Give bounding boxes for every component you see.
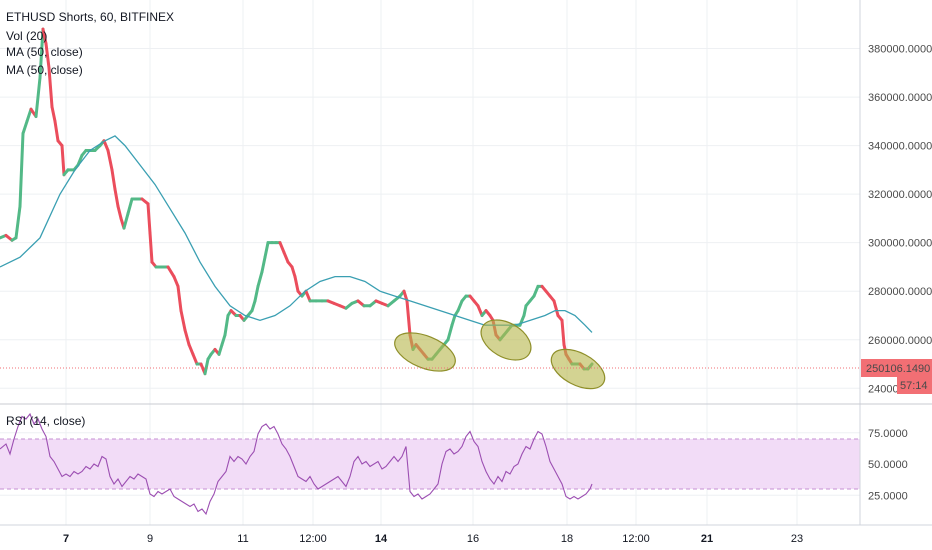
price-segment <box>278 241 286 254</box>
indicator-vol[interactable]: Vol (20) <box>6 29 47 43</box>
price-tick-label: 280000.0000 <box>868 286 932 298</box>
price-segment <box>532 284 540 298</box>
price-tick-label: 340000.0000 <box>868 141 932 153</box>
price-segment <box>456 299 464 313</box>
price-segment <box>60 144 66 177</box>
price-segment <box>76 153 84 167</box>
rsi-title[interactable]: RSI (14, close) <box>6 414 85 428</box>
countdown-label: 57:14 <box>897 377 932 394</box>
price-segment <box>260 255 267 274</box>
annotation-ellipse-2[interactable] <box>474 312 538 368</box>
price-segment <box>41 27 48 46</box>
annotation-ellipse-3[interactable] <box>545 341 611 396</box>
price-segment <box>38 27 45 80</box>
price-segment <box>179 309 187 332</box>
price-tick-label: 300000.0000 <box>868 238 932 250</box>
price-segment <box>146 202 152 235</box>
countdown-text: 57:14 <box>900 380 928 392</box>
time-axis: 7 9 11 12:00 14 16 18 12:00 21 23 <box>63 533 803 545</box>
rsi-tick-label: 50.0000 <box>868 459 908 471</box>
legend: ETHUSD Shorts, 60, BITFINEX Vol (20) MA … <box>6 10 174 77</box>
price-segment <box>50 105 57 123</box>
ma-line <box>0 135 593 333</box>
price-segment <box>110 168 117 191</box>
time-tick-label: 12:00 <box>622 533 650 545</box>
time-tick-label: 21 <box>701 533 713 545</box>
time-tick-label: 23 <box>791 533 803 545</box>
price-segment <box>106 148 114 172</box>
price-segment <box>166 265 176 279</box>
price-segment <box>122 212 130 230</box>
price-segment <box>191 352 199 366</box>
price-segment <box>450 313 457 327</box>
price-segment <box>522 304 528 317</box>
rsi-axis: 75.0000 50.0000 25.0000 <box>868 428 908 503</box>
time-tick-label: 14 <box>375 533 388 545</box>
price-tick-label: 260000.0000 <box>868 335 932 347</box>
price-segment <box>282 250 290 264</box>
price-segment <box>476 304 484 317</box>
price-segment <box>263 241 270 259</box>
time-tick-label: 16 <box>467 533 479 545</box>
price-segment <box>53 119 60 143</box>
price-segment <box>21 119 29 135</box>
rsi-line <box>0 412 593 516</box>
indicator-ma-1[interactable]: MA (50, close) <box>6 45 83 59</box>
price-tick-label: 360000.0000 <box>868 92 932 104</box>
price-segment <box>552 299 560 317</box>
price-segment <box>176 284 183 313</box>
time-tick-label: 7 <box>63 533 69 545</box>
price-segment <box>113 187 120 208</box>
price-segment <box>172 275 180 288</box>
price-segment <box>293 275 300 293</box>
price-segment <box>220 333 227 347</box>
price-segment <box>47 66 54 109</box>
rsi-tick-label: 25.0000 <box>868 490 908 502</box>
last-price-bg <box>861 359 932 377</box>
last-price-text: 250106.1490 <box>866 363 930 375</box>
price-segment <box>18 131 25 208</box>
price-segment <box>250 299 257 313</box>
symbol-title[interactable]: ETHUSD Shorts, 60, BITFINEX <box>6 10 174 24</box>
price-segment <box>44 42 51 70</box>
price-segment <box>14 204 22 240</box>
time-tick-label: 9 <box>147 533 153 545</box>
price-segment <box>290 265 297 279</box>
countdown-bg <box>897 377 932 394</box>
time-tick-label: 11 <box>237 533 248 545</box>
price-segment <box>217 343 224 356</box>
price-segment <box>256 270 264 288</box>
annotation-ellipse-1[interactable] <box>389 325 460 379</box>
time-tick-label: 12:00 <box>299 533 327 545</box>
rsi-band <box>0 439 860 489</box>
price-segment <box>25 107 33 123</box>
price-segment <box>183 328 191 347</box>
annotations <box>389 312 611 396</box>
price-segment <box>148 231 154 264</box>
price-tick-label: 320000.0000 <box>868 189 932 201</box>
price-segment <box>304 289 312 303</box>
rsi-tick-label: 75.0000 <box>868 428 908 440</box>
price-segment <box>405 299 412 337</box>
indicator-ma-2[interactable]: MA (50, close) <box>6 63 83 77</box>
price-segment <box>187 343 195 356</box>
price-segment <box>446 323 454 342</box>
price-segment <box>253 284 260 303</box>
price-segment <box>116 204 123 220</box>
price-segment <box>560 318 566 347</box>
price-tick-label: 380000.0000 <box>868 44 932 56</box>
price-segment <box>102 139 110 152</box>
last-price-label: 250106.1490 <box>861 359 932 377</box>
price-segment <box>126 197 134 216</box>
price-segment <box>34 76 42 118</box>
price-segment <box>223 313 230 337</box>
time-tick-label: 18 <box>561 533 573 545</box>
price-segment <box>203 357 210 376</box>
